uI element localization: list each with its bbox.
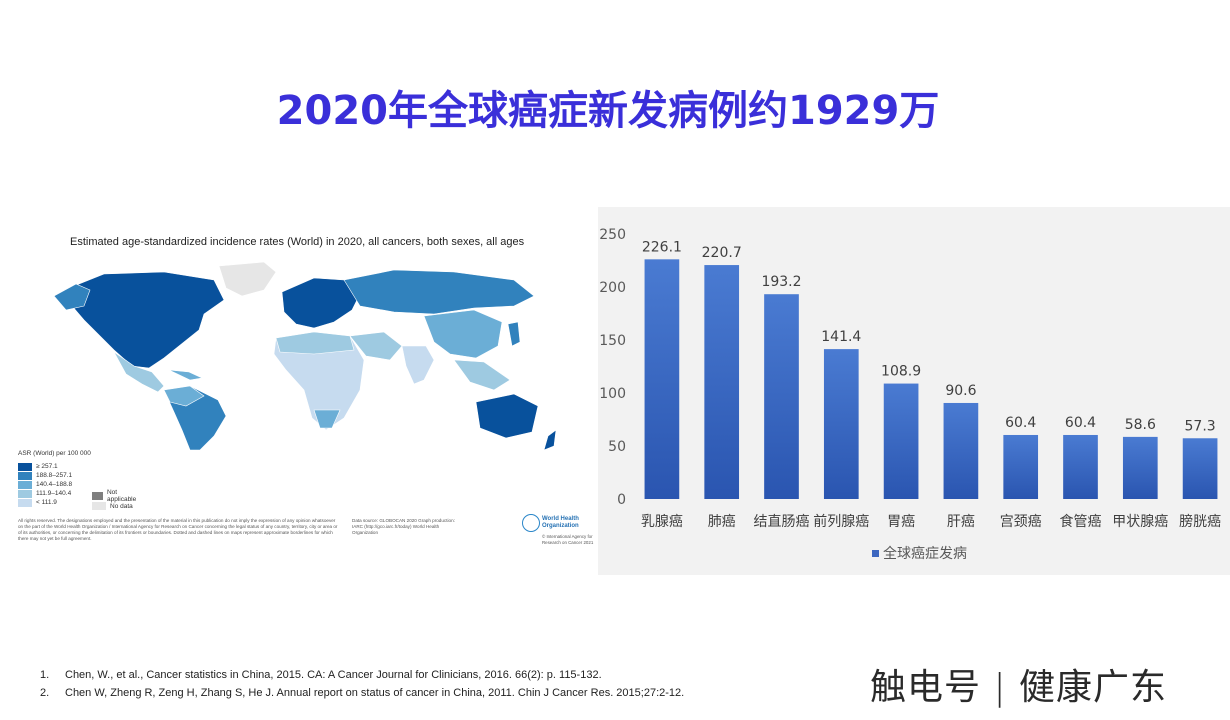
map-legend-label: No data	[110, 502, 133, 510]
x-tick-label: 前列腺癌	[813, 513, 869, 530]
chart-legend: 全球癌症发病	[872, 543, 967, 563]
reference-text: Chen W, Zheng R, Zeng H, Zhang S, He J. …	[65, 687, 685, 699]
map-legend-swatch	[18, 462, 32, 471]
map-legend-row: Not applicable	[92, 489, 139, 503]
map-legend-label: 111.9–140.4	[36, 490, 72, 497]
y-tick-label: 0	[617, 492, 626, 508]
x-tick-label: 胃癌	[887, 514, 915, 530]
y-tick-label: 50	[608, 439, 626, 455]
south-america-north-shape	[163, 385, 205, 407]
bar	[644, 259, 680, 499]
who-name: World Health Organization	[542, 516, 579, 529]
map-legend-row: ≥ 257.1	[18, 462, 91, 471]
map-legend-title: ASR (World) per 100 000	[18, 450, 91, 457]
y-tick-label: 150	[599, 333, 626, 349]
map-legend-label: 188.8–257.1	[36, 472, 73, 479]
bar	[704, 265, 740, 499]
caribbean-shape	[168, 369, 204, 381]
reference-number: 1.	[40, 669, 50, 681]
bar	[1182, 438, 1218, 499]
y-tick-label: 100	[599, 386, 626, 402]
europe-shape	[281, 277, 361, 329]
bar	[1063, 434, 1098, 499]
x-tick-label: 肺癌	[708, 514, 736, 530]
x-tick-label: 食管癌	[1060, 513, 1102, 530]
australia-shape	[475, 393, 539, 439]
x-tick-label: 肝癌	[947, 514, 975, 530]
data-label: 60.4	[1065, 415, 1096, 431]
references: 1. Chen, W., et al., Cancer statistics in…	[40, 666, 684, 702]
data-label: 58.6	[1125, 417, 1156, 433]
map-legend-swatch	[18, 489, 32, 498]
middle-east-shape	[349, 331, 403, 361]
data-label: 193.2	[761, 274, 801, 290]
map-legend-row: 111.9–140.4	[18, 489, 91, 498]
bar	[883, 383, 919, 499]
map-legend-swatch	[92, 492, 103, 500]
map-legend-label: ≥ 257.1	[36, 463, 58, 470]
map-legend-swatch	[18, 498, 32, 507]
x-tick-label: 结直肠癌	[754, 513, 810, 530]
x-tick-label: 甲状腺癌	[1112, 514, 1168, 530]
bar-chart-panel: 0 50 100 150 200 250 226.1 220.7 193.2 141.4 108.…	[598, 207, 1230, 575]
japan-korea-shape	[507, 321, 521, 347]
world-map-panel: Estimated age-standardized incidence rat…	[14, 228, 593, 550]
data-label: 220.7	[702, 245, 742, 261]
north-america-shape	[63, 271, 225, 369]
watermark: 触电号 | 健康广东	[870, 667, 1168, 708]
russia-shape	[343, 269, 535, 315]
map-legend-row: 188.8–257.1	[18, 471, 91, 480]
central-america-shape	[113, 351, 165, 393]
reference-number: 2.	[40, 687, 50, 699]
data-label: 226.1	[642, 239, 682, 255]
data-label: 141.4	[821, 329, 861, 345]
who-copyright: © International Agency for Research on C…	[542, 534, 594, 545]
bar	[943, 402, 979, 499]
south-africa-shape	[313, 409, 341, 429]
map-title: Estimated age-standardized incidence rat…	[70, 236, 525, 248]
india-shape	[401, 345, 435, 385]
reference-item: 1. Chen, W., et al., Cancer statistics in…	[40, 666, 684, 684]
north-africa-shape	[275, 331, 355, 355]
reference-text: Chen, W., et al., Cancer statistics in C…	[65, 669, 602, 681]
y-tick-label: 200	[599, 280, 626, 296]
greenland-shape	[218, 261, 277, 297]
x-tick-label: 宫颈癌	[1000, 514, 1042, 530]
bar	[764, 294, 799, 499]
y-tick-label: 250	[599, 227, 626, 243]
southeast-asia-shape	[453, 359, 511, 391]
reference-item: 2. Chen W, Zheng R, Zeng H, Zhang S, He J…	[40, 684, 684, 702]
china-shape	[423, 309, 503, 359]
data-label: 108.9	[881, 364, 921, 380]
map-disclaimer: All rights reserved. The designations em…	[18, 518, 338, 541]
map-source: Data source: GLOBOCAN 2020 Graph product…	[352, 518, 455, 535]
data-label: 57.3	[1185, 418, 1216, 434]
map-legend-row: < 111.9	[18, 498, 91, 507]
world-map	[53, 261, 557, 450]
legend-series-name: 全球癌症发病	[883, 546, 967, 562]
data-label: 90.6	[945, 383, 976, 399]
x-tick-label: 乳腺癌	[641, 514, 683, 530]
who-emblem-icon	[522, 514, 540, 532]
map-legend-swatch	[18, 480, 32, 489]
map-legend-label: < 111.9	[36, 499, 57, 506]
data-label: 60.4	[1005, 415, 1036, 431]
bar	[823, 349, 859, 499]
bar	[1122, 436, 1158, 499]
bar-chart: 0 50 100 150 200 250 226.1 220.7 193.2 141.4 108.…	[599, 227, 1221, 530]
map-legend-row: No data	[92, 501, 139, 511]
map-legend-row: 140.4–188.8	[18, 480, 91, 489]
new-zealand-shape	[543, 429, 557, 450]
map-legend: ASR (World) per 100 000 ≥ 257.1 188.8–257…	[18, 450, 136, 510]
bar	[1003, 434, 1039, 499]
alaska-shape	[53, 283, 91, 311]
map-legend-label: Not applicable	[106, 489, 137, 503]
map-legend-swatch	[18, 471, 32, 480]
x-tick-label: 膀胱癌	[1179, 513, 1221, 530]
slide-title: 2020年全球癌症新发病例约1929万	[276, 88, 940, 134]
map-legend-swatch	[92, 502, 106, 510]
map-legend-label: 140.4–188.8	[36, 481, 73, 488]
map-legend-extra: Not applicable No data	[92, 489, 139, 511]
legend-swatch	[872, 549, 879, 557]
